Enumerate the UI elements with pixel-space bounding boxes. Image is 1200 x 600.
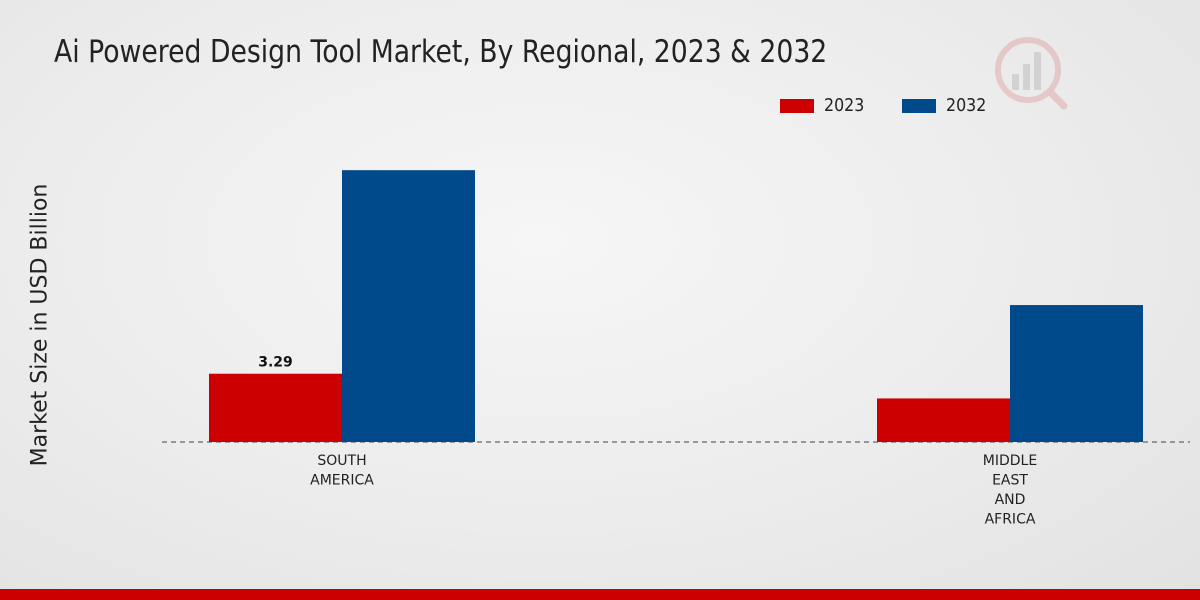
legend-label-2032: 2032 (945, 95, 987, 116)
legend-item-2032: 2032 (901, 95, 992, 116)
chart-title: Ai Powered Design Tool Market, By Region… (54, 34, 828, 70)
legend-label-2023: 2023 (824, 95, 865, 116)
x-tick-label-line: MIDDLE (983, 453, 1037, 469)
bottom-accent-bar (0, 589, 1200, 600)
legend-swatch-2032 (901, 98, 936, 113)
legend-item-2023: 2023 (780, 95, 870, 116)
bar-2032-1 (1010, 305, 1143, 442)
legend-swatch-2023 (780, 98, 814, 113)
x-tick-label-line: AND (995, 492, 1026, 508)
legend: 2023 2032 (780, 95, 1024, 116)
bar-2023-0 (209, 373, 342, 442)
brand-logo-icon (995, 37, 1068, 110)
x-tick-label-line: AMERICA (310, 473, 374, 489)
x-tick-label-line: EAST (992, 473, 1028, 489)
x-tick-label-line: SOUTH (317, 453, 366, 469)
bar-2032-0 (342, 170, 475, 443)
x-tick-label-1: MIDDLE EAST AND AFRICA (983, 453, 1037, 528)
x-tick-label-0: SOUTH AMERICA (310, 453, 374, 489)
data-label-2023-0: 3.29 (258, 355, 293, 371)
x-tick-label-line: AFRICA (985, 512, 1036, 528)
bar-2023-1 (877, 398, 1010, 442)
